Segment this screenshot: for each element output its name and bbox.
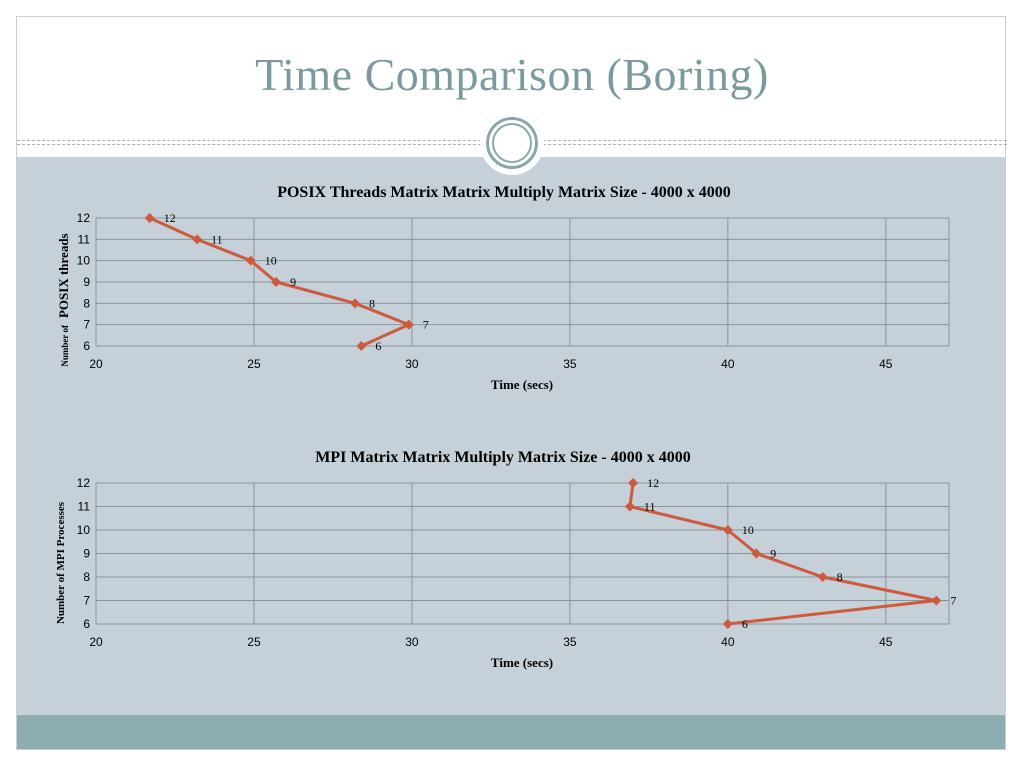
mpi-y-tick-label: 11 bbox=[78, 500, 91, 514]
mpi-x-tick-label: 30 bbox=[405, 635, 419, 649]
posix-data-point bbox=[192, 234, 203, 245]
content-panel bbox=[17, 157, 1005, 715]
mpi-data-label: 6 bbox=[742, 617, 748, 631]
mpi-y-tick-label: 12 bbox=[77, 476, 91, 490]
posix-x-tick-label: 40 bbox=[721, 357, 735, 371]
slide-title: Time Comparison (Boring) bbox=[255, 49, 769, 100]
mpi-data-label: 7 bbox=[950, 594, 956, 608]
posix-y-tick-label: 10 bbox=[77, 254, 91, 268]
footer-band bbox=[17, 715, 1005, 749]
posix-chart-title: POSIX Threads Matrix Matrix Multiply Mat… bbox=[277, 184, 731, 201]
mpi-ticks: 6 7 8 9 10 11 12 20 25 30 35 40 45 bbox=[77, 476, 893, 649]
mpi-data-label: 10 bbox=[742, 523, 754, 537]
mpi-x-tick-label: 40 bbox=[721, 635, 735, 649]
posix-x-tick-label: 20 bbox=[89, 357, 103, 371]
mpi-data-label: 8 bbox=[837, 570, 843, 584]
posix-y-tick-label: 11 bbox=[78, 232, 91, 246]
posix-data-label: 10 bbox=[265, 254, 277, 268]
posix-data-label: 7 bbox=[423, 318, 429, 332]
posix-data-point bbox=[245, 255, 256, 266]
mpi-data-point bbox=[624, 501, 635, 512]
mpi-data-point bbox=[931, 595, 942, 606]
posix-data-label: 6 bbox=[375, 339, 381, 353]
posix-y-tick-label: 8 bbox=[83, 296, 90, 310]
posix-data-label: 12 bbox=[164, 211, 176, 225]
mpi-data-point bbox=[628, 478, 639, 488]
posix-y-axis-title-big: POSIX threads bbox=[56, 233, 71, 318]
posix-grid bbox=[95, 217, 950, 347]
mpi-y-tick-label: 9 bbox=[83, 547, 90, 561]
mpi-series: 12 11 10 9 8 7 6 bbox=[624, 476, 956, 631]
mpi-y-tick-label: 10 bbox=[77, 523, 91, 537]
posix-data-point bbox=[271, 277, 282, 287]
mpi-chart: MPI Matrix Matrix Multiply Matrix Size -… bbox=[55, 449, 956, 670]
svg-text:Number of MPI Processes: Number of MPI Processes bbox=[55, 501, 67, 624]
mpi-data-label: 11 bbox=[644, 500, 656, 514]
mpi-x-tick-label: 35 bbox=[563, 635, 577, 649]
mpi-x-tick-label: 45 bbox=[879, 635, 893, 649]
mpi-grid bbox=[95, 482, 950, 625]
posix-y-tick-label: 6 bbox=[83, 339, 90, 353]
posix-chart: POSIX Threads Matrix Matrix Multiply Mat… bbox=[55, 184, 950, 392]
posix-y-tick-label: 9 bbox=[83, 275, 90, 289]
mpi-data-point bbox=[722, 525, 733, 535]
mpi-x-tick-label: 25 bbox=[247, 635, 261, 649]
mpi-x-tick-label: 20 bbox=[89, 635, 103, 649]
mpi-data-point bbox=[817, 572, 828, 582]
posix-x-tick-label: 30 bbox=[405, 357, 419, 371]
mpi-data-point bbox=[751, 548, 762, 559]
posix-ticks: 6 7 8 9 10 11 12 20 25 30 35 40 45 bbox=[77, 211, 893, 371]
mpi-y-tick-label: 6 bbox=[83, 617, 90, 631]
posix-y-tick-label: 7 bbox=[83, 318, 90, 332]
posix-data-point bbox=[144, 213, 155, 223]
posix-x-tick-label: 25 bbox=[247, 357, 261, 371]
mpi-x-axis-title: Time (secs) bbox=[491, 655, 553, 670]
mpi-chart-title: MPI Matrix Matrix Multiply Matrix Size -… bbox=[315, 449, 690, 466]
mpi-y-axis-title: Number of MPI Processes bbox=[55, 501, 67, 624]
mpi-y-axis-title-big: Number of MPI Processes bbox=[55, 501, 67, 624]
mpi-y-tick-label: 7 bbox=[83, 594, 90, 608]
posix-data-label: 11 bbox=[211, 232, 223, 246]
posix-y-tick-label: 12 bbox=[77, 211, 91, 225]
mpi-data-label: 9 bbox=[770, 547, 776, 561]
svg-text:Number of POSIX thread: Number of POSIX threads bbox=[55, 233, 72, 366]
circle-ornament-inner-ring bbox=[492, 123, 532, 163]
posix-data-point bbox=[356, 341, 367, 351]
posix-x-axis-title: Time (secs) bbox=[491, 377, 553, 392]
posix-y-axis-title-small: Number of bbox=[60, 324, 70, 367]
mpi-data-point bbox=[722, 619, 733, 629]
posix-data-point bbox=[403, 319, 414, 330]
posix-data-label: 8 bbox=[369, 296, 375, 310]
posix-data-label: 9 bbox=[290, 275, 296, 289]
circle-ornament-outer-ring bbox=[486, 117, 538, 169]
mpi-data-label: 12 bbox=[647, 476, 659, 490]
posix-x-tick-label: 45 bbox=[879, 357, 893, 371]
posix-y-axis-title: Number of POSIX threads bbox=[55, 233, 72, 366]
posix-x-tick-label: 35 bbox=[563, 357, 577, 371]
mpi-y-tick-label: 8 bbox=[83, 570, 90, 584]
posix-series: 12 11 10 9 8 7 6 bbox=[144, 211, 429, 353]
posix-data-point bbox=[350, 298, 361, 309]
